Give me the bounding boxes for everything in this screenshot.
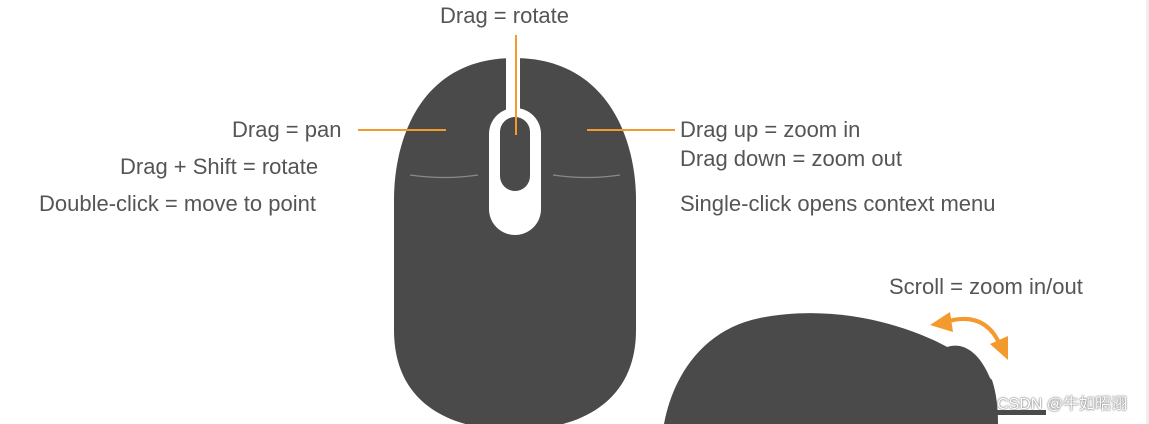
left-button-seam xyxy=(409,174,479,179)
label-double-click: Double-click = move to point xyxy=(39,191,316,216)
right-button-seam xyxy=(552,174,621,179)
scroll-wheel-icon xyxy=(500,117,530,191)
page-edge-divider xyxy=(1146,0,1149,424)
scroll-arrow-head-right xyxy=(990,336,1008,360)
mouse-top-view-body xyxy=(394,58,636,424)
side-view-wheel-icon xyxy=(937,345,990,384)
side-view-cable xyxy=(996,410,1046,415)
label-drag-down-zoom-out: Drag down = zoom out xyxy=(680,146,902,171)
label-drag-pan: Drag = pan xyxy=(232,117,342,142)
label-drag-up-zoom-in: Drag up = zoom in xyxy=(680,117,861,142)
label-drag-rotate-top: Drag = rotate xyxy=(440,3,570,28)
scroll-arrow-curve xyxy=(944,316,1002,346)
mouse-side-view-body xyxy=(664,313,998,424)
label-scroll-zoom: Scroll = zoom in/out xyxy=(889,274,1083,299)
label-drag-shift-rotate: Drag + Shift = rotate xyxy=(120,154,319,179)
scroll-arrow-head-left xyxy=(930,312,953,332)
watermark-text: CSDN @牛如昭诩 xyxy=(997,396,1128,413)
label-single-click-menu: Single-click opens context menu xyxy=(680,191,996,216)
